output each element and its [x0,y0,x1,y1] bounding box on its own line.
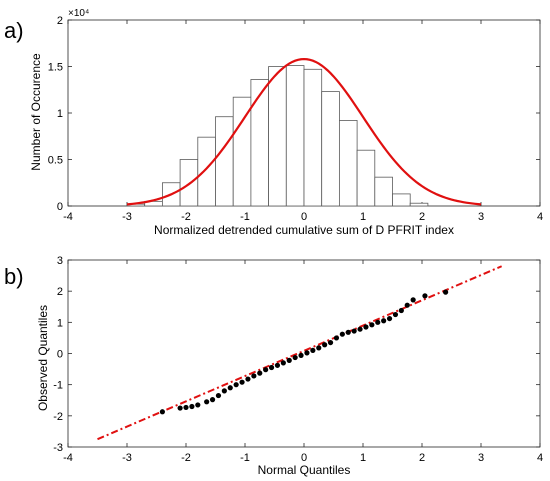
x-axis-label: Normalized detrended cumulative sum of D… [154,223,454,237]
data-point [189,403,195,410]
x-tick-label: 1 [360,452,366,464]
data-point [221,388,227,394]
y-tick-label: -2 [53,411,63,423]
y-tick-label: 0 [57,349,63,361]
data-point [292,354,298,361]
data-point [183,404,189,411]
data-point [369,322,375,328]
data-point [404,302,410,308]
data-point [443,289,449,295]
y-tick-label: 1 [57,317,63,329]
x-tick-label: -3 [122,211,132,223]
x-tick-label: -3 [122,452,132,464]
histogram-bar [285,65,305,207]
data-point [268,364,275,371]
data-point [227,385,233,391]
histogram-bar [250,79,269,207]
data-point [375,319,381,325]
x-tick-label: 1 [360,211,366,223]
data-point [280,360,286,366]
histogram-bar [392,193,411,207]
data-point [357,326,363,332]
data-point [233,382,239,388]
histogram-bar [303,68,323,207]
data-point [251,373,257,379]
data-point [298,352,304,358]
y-tick-label: -1 [53,380,63,392]
data-point [274,362,281,368]
data-point [310,347,316,353]
data-point [363,324,369,330]
data-point [215,392,222,399]
histogram-bar [268,66,287,207]
data-point [245,376,251,382]
data-point [327,339,334,346]
histogram-bar [356,149,376,207]
panel-label-b: b) [4,264,24,289]
histogram-bar [338,120,358,207]
panel-label-a: a) [4,18,24,43]
y-tick-label: 1 [57,108,63,120]
data-point [263,367,269,373]
data-point [316,345,322,351]
x-axis-label: Normal Quantiles [258,463,351,477]
x-tick-label: 2 [419,452,425,464]
data-point [286,357,292,363]
x-tick-label: 0 [301,452,307,464]
y-tick-label: 0 [57,201,63,213]
y-tick-label: 2 [57,15,63,27]
reference-line [97,265,503,441]
x-tick-label: -2 [181,211,191,223]
data-point [351,328,357,334]
data-point [159,409,165,415]
data-point [398,307,404,314]
data-point [392,311,399,318]
x-tick-label: -4 [63,452,73,464]
histogram-bar [321,91,340,207]
data-point [410,297,416,303]
data-point [177,405,183,411]
y-axis-label: Number of Occurence [29,53,43,171]
data-point [333,335,340,341]
data-point [257,370,263,376]
data-point [204,399,210,405]
data-point [345,329,351,335]
histogram-bar [215,116,234,207]
data-point [339,331,345,337]
data-point [239,379,245,385]
y-axis-label: Observed Quantiles [36,305,50,411]
x-tick-label: -1 [240,211,250,223]
x-tick-label: 2 [419,211,425,223]
x-tick-label: 3 [478,211,484,223]
histogram-bar [197,136,216,207]
y-tick-label: -3 [53,442,63,454]
y-tick-label: 0.5 [48,155,63,167]
data-point [422,293,428,299]
histogram-chart: ×10⁴ Number of Occurence Normalized detr… [29,8,543,237]
histogram-bar [409,202,429,207]
y-tick-label: 3 [57,255,63,267]
normal-fit-curve [126,57,482,206]
data-point [381,318,387,324]
x-tick-label: -1 [240,452,250,464]
data-point [209,397,216,403]
x-tick-label: 0 [301,211,307,223]
x-tick-label: 3 [478,452,484,464]
data-point [304,350,310,356]
plot-frame [67,259,541,448]
y-tick-label: 1.5 [48,62,63,74]
qq-plot-chart: Observed Quantiles Normal Quantiles -4 -3… [36,255,543,477]
x-tick-label: 4 [537,211,543,223]
x-tick-label: 4 [537,452,543,464]
data-point [322,342,328,348]
data-point [386,315,393,322]
x-tick-label: -4 [63,211,73,223]
x-tick-label: -2 [181,452,191,464]
y-tick-label: 2 [57,286,63,298]
histogram-bar [374,176,393,207]
y-multiplier-label: ×10⁴ [68,8,89,19]
data-point [195,402,201,408]
